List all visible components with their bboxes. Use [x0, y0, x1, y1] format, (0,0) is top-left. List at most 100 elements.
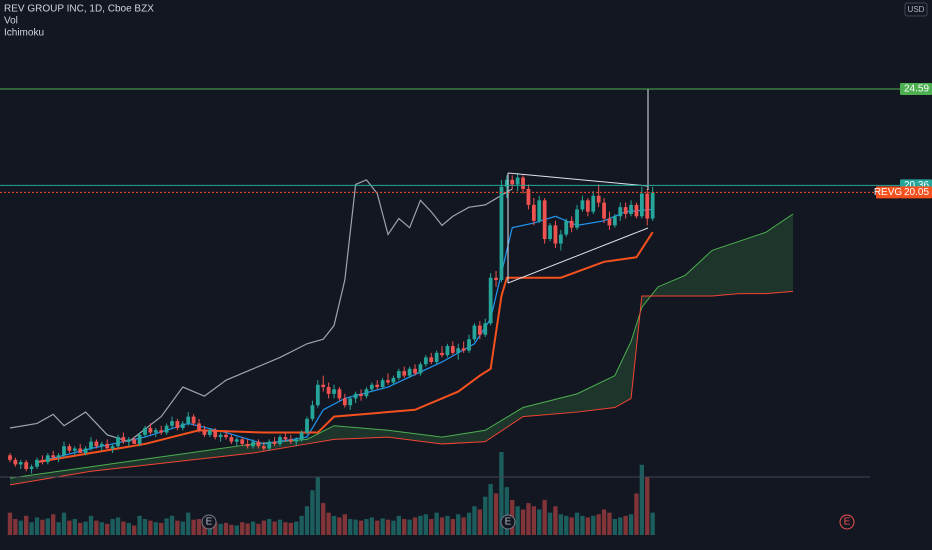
- volume-bar: [250, 521, 256, 535]
- volume-bar: [520, 509, 526, 535]
- candle-body: [423, 357, 428, 365]
- volume-bar: [504, 487, 510, 535]
- volume-bar: [574, 512, 580, 535]
- volume-bar: [493, 493, 499, 535]
- volume-bar: [88, 515, 94, 535]
- volume-bar: [434, 512, 439, 535]
- candle-body: [110, 446, 115, 449]
- volume-bar: [99, 522, 104, 535]
- candle-body: [148, 428, 153, 433]
- volume-bar: [115, 517, 121, 535]
- earnings-marker[interactable]: [839, 514, 855, 530]
- candle-body: [89, 441, 93, 449]
- volume-bar: [483, 496, 488, 535]
- volume-bar: [472, 506, 477, 535]
- volume-bar: [267, 519, 272, 535]
- candle-body: [94, 441, 99, 447]
- indicator-line: [36, 231, 654, 464]
- volume-bar: [564, 515, 569, 535]
- volume-bar: [547, 512, 553, 535]
- candle-body: [175, 421, 180, 428]
- volume-bar: [24, 515, 29, 535]
- candle-body: [267, 441, 272, 449]
- volume-bar: [288, 522, 293, 535]
- candle-body: [186, 416, 191, 424]
- candle-body: [618, 207, 623, 217]
- candle-body: [364, 389, 369, 397]
- candle-body: [445, 346, 450, 356]
- candle-body: [396, 371, 401, 378]
- candle-body: [299, 432, 304, 440]
- symbol-tag: [876, 186, 900, 199]
- volume-bar: [558, 514, 564, 535]
- volume-bar: [294, 521, 299, 535]
- candle-body: [499, 186, 504, 281]
- volume-bar: [159, 522, 164, 535]
- candle-body: [418, 364, 423, 374]
- volume-bar: [304, 506, 310, 535]
- currency-box[interactable]: [904, 2, 928, 17]
- volume-bar: [526, 503, 531, 535]
- candle-body: [602, 202, 606, 219]
- volume-bar: [186, 512, 191, 535]
- volume-bar: [299, 515, 304, 535]
- volume-bar: [234, 525, 239, 535]
- candle-body: [612, 216, 617, 226]
- volume-bar: [83, 521, 88, 535]
- candle-body: [310, 405, 315, 419]
- volume-bar: [164, 518, 169, 535]
- volume-bar: [51, 514, 56, 535]
- candle-body: [553, 225, 558, 244]
- candle-body: [607, 218, 612, 226]
- candle-body: [369, 384, 374, 390]
- volume-bar: [18, 520, 23, 535]
- volume-bar: [531, 506, 537, 535]
- candle-body: [261, 446, 266, 449]
- candle-body: [315, 384, 320, 406]
- candle-body: [526, 188, 531, 205]
- candle-body: [202, 430, 207, 435]
- candle-body: [332, 389, 336, 394]
- candle-body: [494, 277, 498, 281]
- volume-bar: [94, 520, 99, 535]
- candle-body: [650, 192, 655, 219]
- volume-bar: [310, 490, 315, 535]
- volume-bar: [445, 515, 450, 535]
- candle-body: [99, 443, 104, 447]
- volume-bar: [61, 512, 67, 535]
- earnings-label[interactable]: E: [844, 517, 851, 528]
- earnings-marker[interactable]: [500, 514, 516, 530]
- candle-body: [245, 443, 250, 447]
- volume-bar: [607, 512, 612, 535]
- volume-bar: [450, 519, 455, 535]
- earnings-marker[interactable]: [201, 514, 217, 530]
- currency[interactable]: USD: [908, 5, 925, 14]
- volume-bar: [218, 523, 223, 535]
- candle-body: [634, 204, 639, 217]
- earnings-label[interactable]: E: [206, 517, 213, 528]
- earnings-label[interactable]: E: [505, 517, 512, 528]
- volume-bar: [429, 519, 434, 535]
- candle-body: [234, 439, 239, 442]
- volume-bar: [623, 515, 628, 535]
- volume-bar: [402, 519, 407, 535]
- candle-body: [191, 416, 196, 424]
- candle-body: [342, 398, 347, 406]
- volume-bar: [142, 519, 148, 535]
- volume-bar: [277, 519, 283, 535]
- candle-body: [132, 439, 137, 444]
- candle-body: [472, 325, 477, 340]
- volume-bar: [396, 515, 401, 535]
- volume-bar: [191, 519, 196, 535]
- volume-bar: [121, 521, 126, 535]
- price-tag: [900, 83, 932, 96]
- volume-bar: [110, 519, 115, 535]
- candle-body: [537, 200, 542, 221]
- volume-bar: [132, 525, 137, 535]
- candle-body: [575, 209, 579, 228]
- candle-body: [591, 195, 596, 212]
- volume-bar: [391, 520, 396, 535]
- candle-body: [305, 418, 309, 433]
- candle-body: [240, 439, 245, 444]
